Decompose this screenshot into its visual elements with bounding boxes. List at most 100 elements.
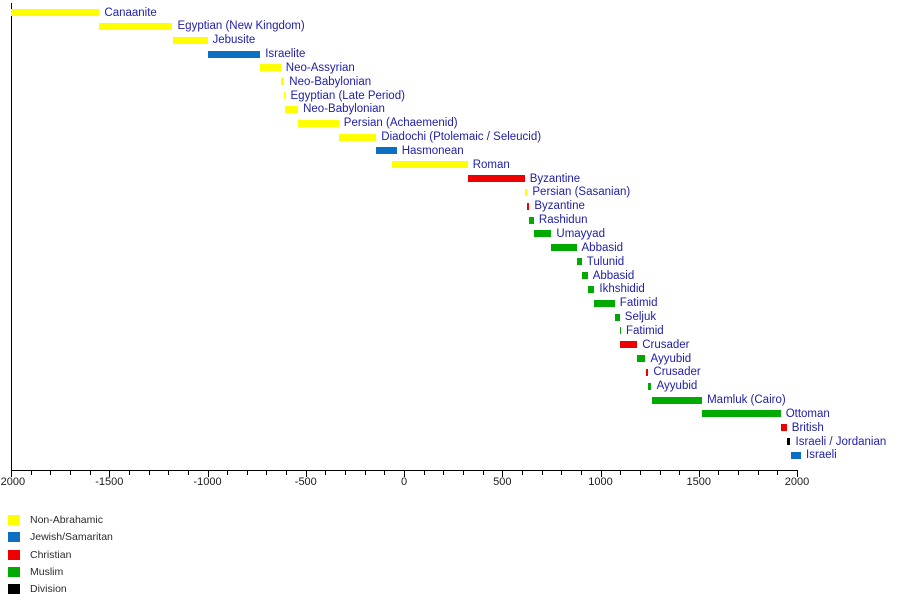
legend-item: Muslim xyxy=(8,565,168,579)
y-axis-line xyxy=(11,3,12,470)
legend-label: Jewish/Samaritan xyxy=(30,531,113,544)
timeline-bar-label: Fatimid xyxy=(619,297,658,310)
major-tick xyxy=(305,471,307,477)
minor-tick xyxy=(757,471,759,475)
major-tick xyxy=(109,471,111,477)
minor-tick xyxy=(345,471,347,475)
timeline-bar xyxy=(790,451,801,459)
timeline-bar-label: Roman xyxy=(472,158,510,171)
major-tick xyxy=(207,471,209,477)
minor-tick xyxy=(777,471,779,475)
legend-label: Christian xyxy=(30,548,72,561)
timeline-bar xyxy=(284,92,286,99)
timeline-bar-label: Byzantine xyxy=(529,172,581,185)
timeline-bar xyxy=(376,147,397,155)
major-tick xyxy=(11,471,12,477)
timeline-bar-label: Persian (Achaemenid) xyxy=(343,117,458,130)
timeline-bar-label: Hasmonean xyxy=(401,144,464,157)
timeline-bar xyxy=(651,396,703,404)
timeline-bar-label: Ikhshidid xyxy=(599,283,645,296)
timeline-bar xyxy=(285,105,299,113)
timeline-bar xyxy=(524,188,528,196)
timeline-bar xyxy=(648,382,652,390)
minor-tick xyxy=(168,471,170,475)
minor-tick xyxy=(227,471,229,475)
timeline-bar xyxy=(551,244,577,252)
timeline-bar-label: Neo-Babylonian xyxy=(289,75,372,88)
major-tick xyxy=(698,471,700,477)
legend-swatch-muslim xyxy=(8,566,20,577)
timeline-bar-label: Israeli / Jordanian xyxy=(795,435,887,448)
minor-tick xyxy=(325,471,327,475)
timeline-bar-label: Ottoman xyxy=(785,407,830,420)
timeline-bar-label: Persian (Sasanian) xyxy=(532,186,631,199)
timeline-bar xyxy=(581,272,588,279)
x-axis-tick-label: -2000 xyxy=(0,476,26,488)
timeline-bar xyxy=(614,313,620,321)
legend-swatch-non_abrahamic xyxy=(8,515,20,525)
minor-tick xyxy=(148,471,150,475)
minor-tick xyxy=(30,471,32,475)
timeline-bar xyxy=(527,202,530,210)
legend-label: Muslim xyxy=(30,565,64,578)
minor-tick xyxy=(443,471,445,475)
timeline-bar xyxy=(172,36,208,44)
timeline-bar-label: Abbasid xyxy=(581,241,624,254)
timeline-bar-label: Egyptian (Late Period) xyxy=(290,89,405,102)
timeline-bar-label: Fatimid xyxy=(626,324,664,337)
timeline-bar-label: Jebusite xyxy=(212,34,256,47)
timeline-bar-label: Byzantine xyxy=(534,200,585,213)
minor-tick xyxy=(423,471,425,475)
x-axis-tick-label: 0 xyxy=(400,476,408,488)
timeline-bar-label: Crusader xyxy=(653,366,701,379)
minor-tick xyxy=(286,471,288,475)
minor-tick xyxy=(70,471,71,475)
timeline-bar xyxy=(594,299,615,307)
timeline-bar-label: Neo-Babylonian xyxy=(303,103,385,116)
minor-tick xyxy=(482,471,484,475)
minor-tick xyxy=(620,471,622,475)
timeline-bar-label: Neo-Assyrian xyxy=(285,61,355,74)
timeline-bar-label: Diadochi (Ptolemaic / Seleucid) xyxy=(381,131,542,144)
timeline-bar-label: Egyptian (New Kingdom) xyxy=(177,20,305,33)
timeline-bar-label: British xyxy=(791,421,824,434)
timeline-bar xyxy=(587,285,595,293)
legend-label: Non-Abrahamic xyxy=(30,514,103,526)
legend-item: Christian xyxy=(8,548,168,562)
major-tick xyxy=(502,471,504,477)
legend-swatch-jewish_samaritan xyxy=(8,532,20,543)
timeline-bar xyxy=(533,230,552,238)
minor-tick xyxy=(50,471,52,475)
timeline-bar xyxy=(780,424,787,432)
major-tick xyxy=(600,471,602,477)
timeline-bar-label: Abbasid xyxy=(592,269,635,282)
timeline-bar xyxy=(786,438,791,445)
timeline-bar xyxy=(637,355,646,362)
timeline-bar xyxy=(11,9,100,16)
minor-tick xyxy=(384,471,386,475)
legend-swatch-christian xyxy=(8,549,20,560)
timeline-bar-label: Mamluk (Cairo) xyxy=(707,394,786,406)
timeline-bar xyxy=(619,327,621,335)
legend-item: Jewish/Samaritan xyxy=(8,531,168,544)
legend-item: Division xyxy=(8,583,168,596)
timeline-bar xyxy=(467,175,525,183)
timeline-bar xyxy=(645,368,649,376)
major-tick xyxy=(797,471,798,477)
x-axis-tick-label: -1000 xyxy=(193,476,222,488)
major-tick xyxy=(404,471,405,477)
minor-tick xyxy=(718,471,720,475)
timeline-bar-label: Rashidun xyxy=(538,214,588,227)
timeline-bar-label: Seljuk xyxy=(624,311,657,323)
minor-tick xyxy=(246,471,248,475)
minor-tick xyxy=(128,471,130,475)
timeline-bar-label: Canaanite xyxy=(104,6,157,19)
timeline-bar-label: Ayyubid xyxy=(650,352,692,365)
x-axis-tick-label: 1500 xyxy=(686,476,712,488)
timeline-bar xyxy=(529,216,534,224)
timeline-bar xyxy=(280,78,285,86)
timeline-bar xyxy=(298,119,339,127)
minor-tick xyxy=(541,471,543,475)
minor-tick xyxy=(639,471,641,475)
timeline-bar xyxy=(207,50,261,58)
